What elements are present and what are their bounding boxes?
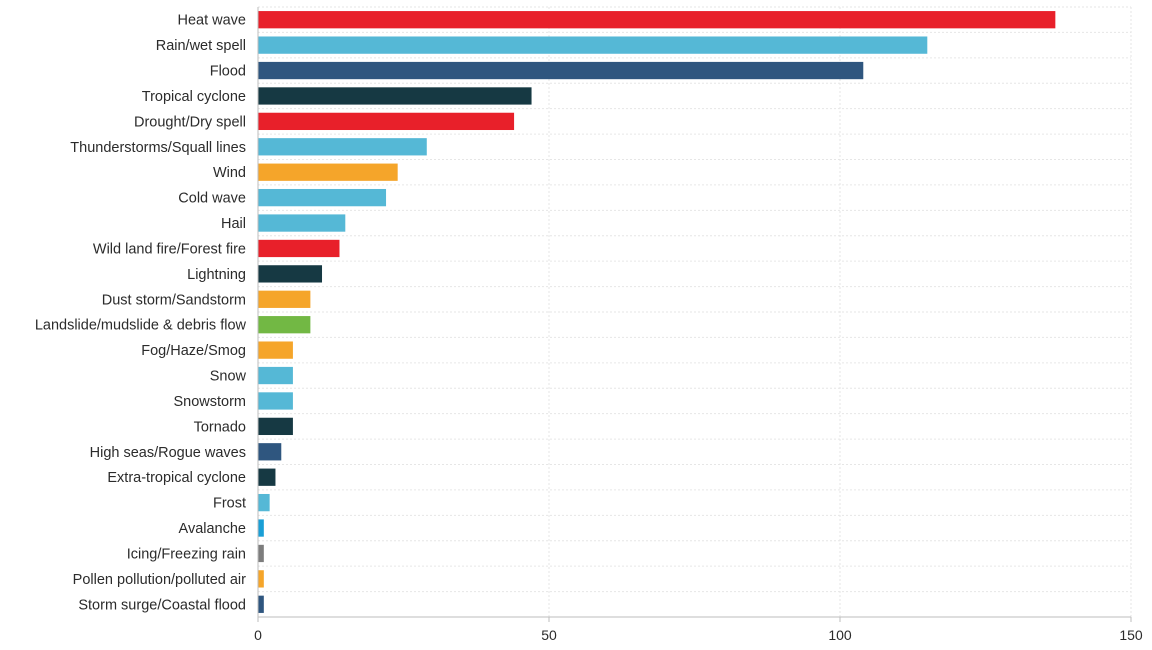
bar (258, 443, 282, 461)
x-axis: 0 50 100 150 (254, 7, 1143, 643)
category-label: Drought/Dry spell (134, 114, 246, 130)
category-label: Avalanche (179, 521, 246, 537)
bar (258, 392, 293, 410)
category-label: Wind (213, 165, 246, 181)
bar (258, 316, 311, 334)
category-label: Wild land fire/Forest fire (93, 241, 246, 257)
x-tick-label: 150 (1119, 627, 1143, 643)
category-label: Cold wave (178, 191, 246, 207)
bar (258, 214, 346, 232)
category-label: Lightning (187, 267, 246, 283)
bar (258, 468, 276, 486)
bar (258, 188, 387, 207)
category-label: Icing/Freezing rain (127, 546, 246, 562)
category-label: Extra-tropical cyclone (107, 470, 246, 486)
category-label: Heat wave (177, 13, 246, 29)
category-label: Snow (210, 369, 247, 385)
bar (258, 87, 532, 105)
x-tick-label: 0 (254, 627, 262, 643)
category-label: Frost (213, 496, 246, 512)
bar (258, 61, 864, 80)
bar (258, 11, 1056, 29)
category-label: Snowstorm (173, 394, 246, 410)
bars (258, 11, 1056, 613)
bar (258, 570, 264, 588)
category-label: Storm surge/Coastal flood (78, 597, 246, 613)
bar (258, 595, 264, 613)
category-label: High seas/Rogue waves (90, 445, 246, 461)
category-labels: Heat wave Rain/wet spell Flood Tropical cyc… (35, 13, 247, 614)
bar (258, 138, 427, 156)
category-label: Dust storm/Sandstorm (102, 292, 246, 308)
category-label: Pollen pollution/polluted air (73, 572, 246, 588)
bar (258, 417, 293, 436)
category-label: Hail (221, 216, 246, 232)
bar (258, 290, 311, 308)
category-label: Rain/wet spell (156, 38, 246, 54)
x-tick-label: 100 (828, 627, 852, 643)
category-label: Tropical cyclone (142, 89, 246, 105)
category-label: Thunderstorms/Squall lines (70, 140, 246, 156)
category-label: Tornado (194, 419, 246, 435)
bar (258, 112, 515, 131)
category-label: Flood (210, 64, 246, 80)
bar (258, 544, 264, 563)
bar (258, 239, 340, 258)
bar (258, 36, 928, 54)
bar (258, 265, 323, 283)
bar (258, 163, 398, 181)
category-label: Fog/Haze/Smog (141, 343, 246, 359)
category-label: Landslide/mudslide & debris flow (35, 318, 247, 334)
x-tick-label: 50 (541, 627, 557, 643)
bar (258, 519, 264, 537)
bar (258, 366, 293, 385)
bar (258, 493, 270, 512)
bar (258, 341, 293, 359)
